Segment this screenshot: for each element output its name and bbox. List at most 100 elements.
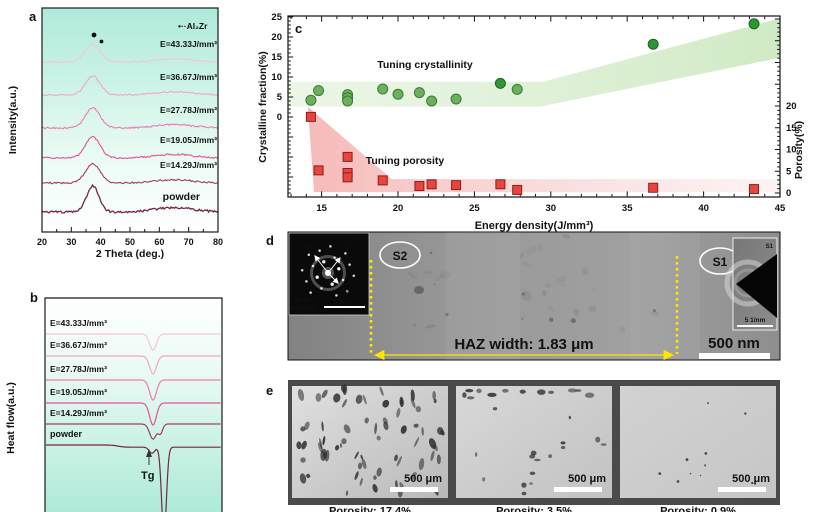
x-tick-label: 20 — [37, 237, 47, 247]
y-tick-label-right: 0 — [786, 188, 791, 199]
pore-speck — [676, 480, 680, 483]
tem-blob — [521, 291, 532, 301]
diffraction-spot — [318, 249, 321, 252]
al2zr-peak-marker — [99, 39, 104, 44]
pore-speck — [340, 385, 347, 393]
pore-speck — [433, 444, 439, 452]
tem-texture — [408, 232, 700, 360]
y-tick-label-left: 0 — [277, 112, 282, 123]
pore-speck — [704, 452, 708, 455]
stitch-seam — [445, 232, 520, 360]
x-tick-label: 40 — [698, 203, 709, 214]
pore-speck — [534, 458, 541, 462]
crystalline-point — [748, 18, 760, 30]
dsc-curve-label: E=27.78J/mm³ — [50, 364, 107, 374]
panel-c-xlabel: Energy density(J/mm³) — [475, 220, 594, 232]
dsc-curve-label: powder — [50, 429, 82, 439]
dsc-curve — [46, 379, 221, 401]
y-tick-label-right: 5 — [786, 166, 792, 177]
scalebar-label: 500 μm — [732, 473, 770, 485]
tem-blob — [562, 233, 571, 239]
pore-speck — [341, 438, 347, 445]
y-tick-label-left: 20 — [271, 32, 282, 43]
pore-speck — [360, 454, 364, 460]
tem-blob — [408, 272, 418, 280]
panel-e-micrographs: e 500 μm Porosity: 17.4% 500 μm Porosity: 3… — [266, 380, 780, 512]
porosity-point — [451, 180, 462, 191]
diffraction-spot — [311, 264, 315, 268]
x-tick-label: 45 — [775, 203, 786, 214]
tem-blob — [433, 275, 443, 282]
diffraction-spot — [333, 256, 336, 259]
pore-speck — [364, 417, 369, 424]
porosity-point — [313, 165, 324, 176]
panel-c-ylabel-right: Porosity(%) — [793, 121, 805, 179]
pore-speck — [575, 389, 582, 392]
porosity-point — [377, 175, 388, 186]
pore-speck — [300, 457, 306, 463]
dsc-curve — [46, 355, 221, 375]
diffraction-index: 011̄0 — [341, 245, 353, 251]
x-tick-label: 40 — [96, 237, 106, 247]
pore-speck — [548, 454, 553, 459]
crystalline-point — [305, 94, 317, 106]
pore-speck — [357, 462, 363, 470]
s2-label: S2 — [393, 249, 408, 263]
pore-speck — [475, 452, 478, 457]
xrd-curve-label: E=36.67J/mm³ — [160, 72, 217, 82]
diffraction-index: 1̄100 — [302, 245, 314, 251]
pore-speck — [322, 435, 326, 446]
tem-blob — [582, 267, 589, 276]
pore-speck — [658, 472, 662, 475]
diffraction-spot — [300, 268, 304, 272]
pore-speck — [382, 417, 388, 425]
pore-speck — [699, 475, 702, 477]
crystallinity-band — [288, 18, 780, 107]
pore-speck — [440, 430, 445, 436]
pore-speck — [529, 471, 536, 476]
inset-tag-s2: S2 — [358, 237, 366, 243]
panel-c-border — [287, 15, 781, 198]
crystalline-point — [647, 38, 659, 50]
tem-blob — [521, 262, 533, 267]
panel-d-label: d — [266, 233, 274, 248]
pore-speck — [304, 421, 310, 431]
y-tick-label-right: 10 — [786, 145, 797, 156]
dsc-curve — [46, 423, 221, 440]
tg-arrowhead — [146, 449, 152, 457]
pore-speck — [412, 472, 417, 477]
x-tick-label: 50 — [125, 237, 135, 247]
xrd-curve-label: E=19.05J/mm³ — [160, 135, 217, 145]
dsc-curve-label: E=43.33J/mm³ — [50, 318, 107, 328]
crystalline-point — [450, 93, 462, 105]
xrd-curve-label: powder — [163, 191, 200, 203]
tem-blob — [555, 276, 567, 284]
diffraction-spot — [352, 274, 356, 278]
pore-speck — [355, 394, 363, 404]
pore-speck — [315, 393, 322, 402]
pore-speck — [421, 426, 424, 436]
micrograph-images — [292, 383, 776, 498]
pore-speck — [302, 440, 306, 449]
panel-c-label: c — [295, 21, 302, 36]
crystalline-point — [511, 83, 523, 95]
crystalline-point — [342, 95, 354, 107]
crystalline-point — [413, 87, 425, 99]
crystalline-point — [426, 95, 438, 107]
x-tick-label: 30 — [546, 203, 557, 214]
pore-speck — [600, 443, 607, 446]
porosity-point — [426, 179, 437, 190]
scalebar-label: 500 μm — [568, 473, 606, 485]
diffraction-vector-arrow — [314, 255, 329, 274]
inset-tag-s1: S1 — [766, 244, 774, 250]
pore-speck — [409, 475, 416, 480]
tem-dark-spot — [570, 318, 576, 324]
dsc-curve-label: E=19.05J/mm³ — [50, 387, 107, 397]
x-tick-label: 30 — [66, 237, 76, 247]
tem-dark-spot — [414, 286, 424, 294]
pore-speck — [537, 389, 546, 395]
x-tick-label: 25 — [469, 203, 480, 214]
x-tick-label: 60 — [154, 237, 164, 247]
diffraction-vector-arrow — [327, 272, 339, 284]
